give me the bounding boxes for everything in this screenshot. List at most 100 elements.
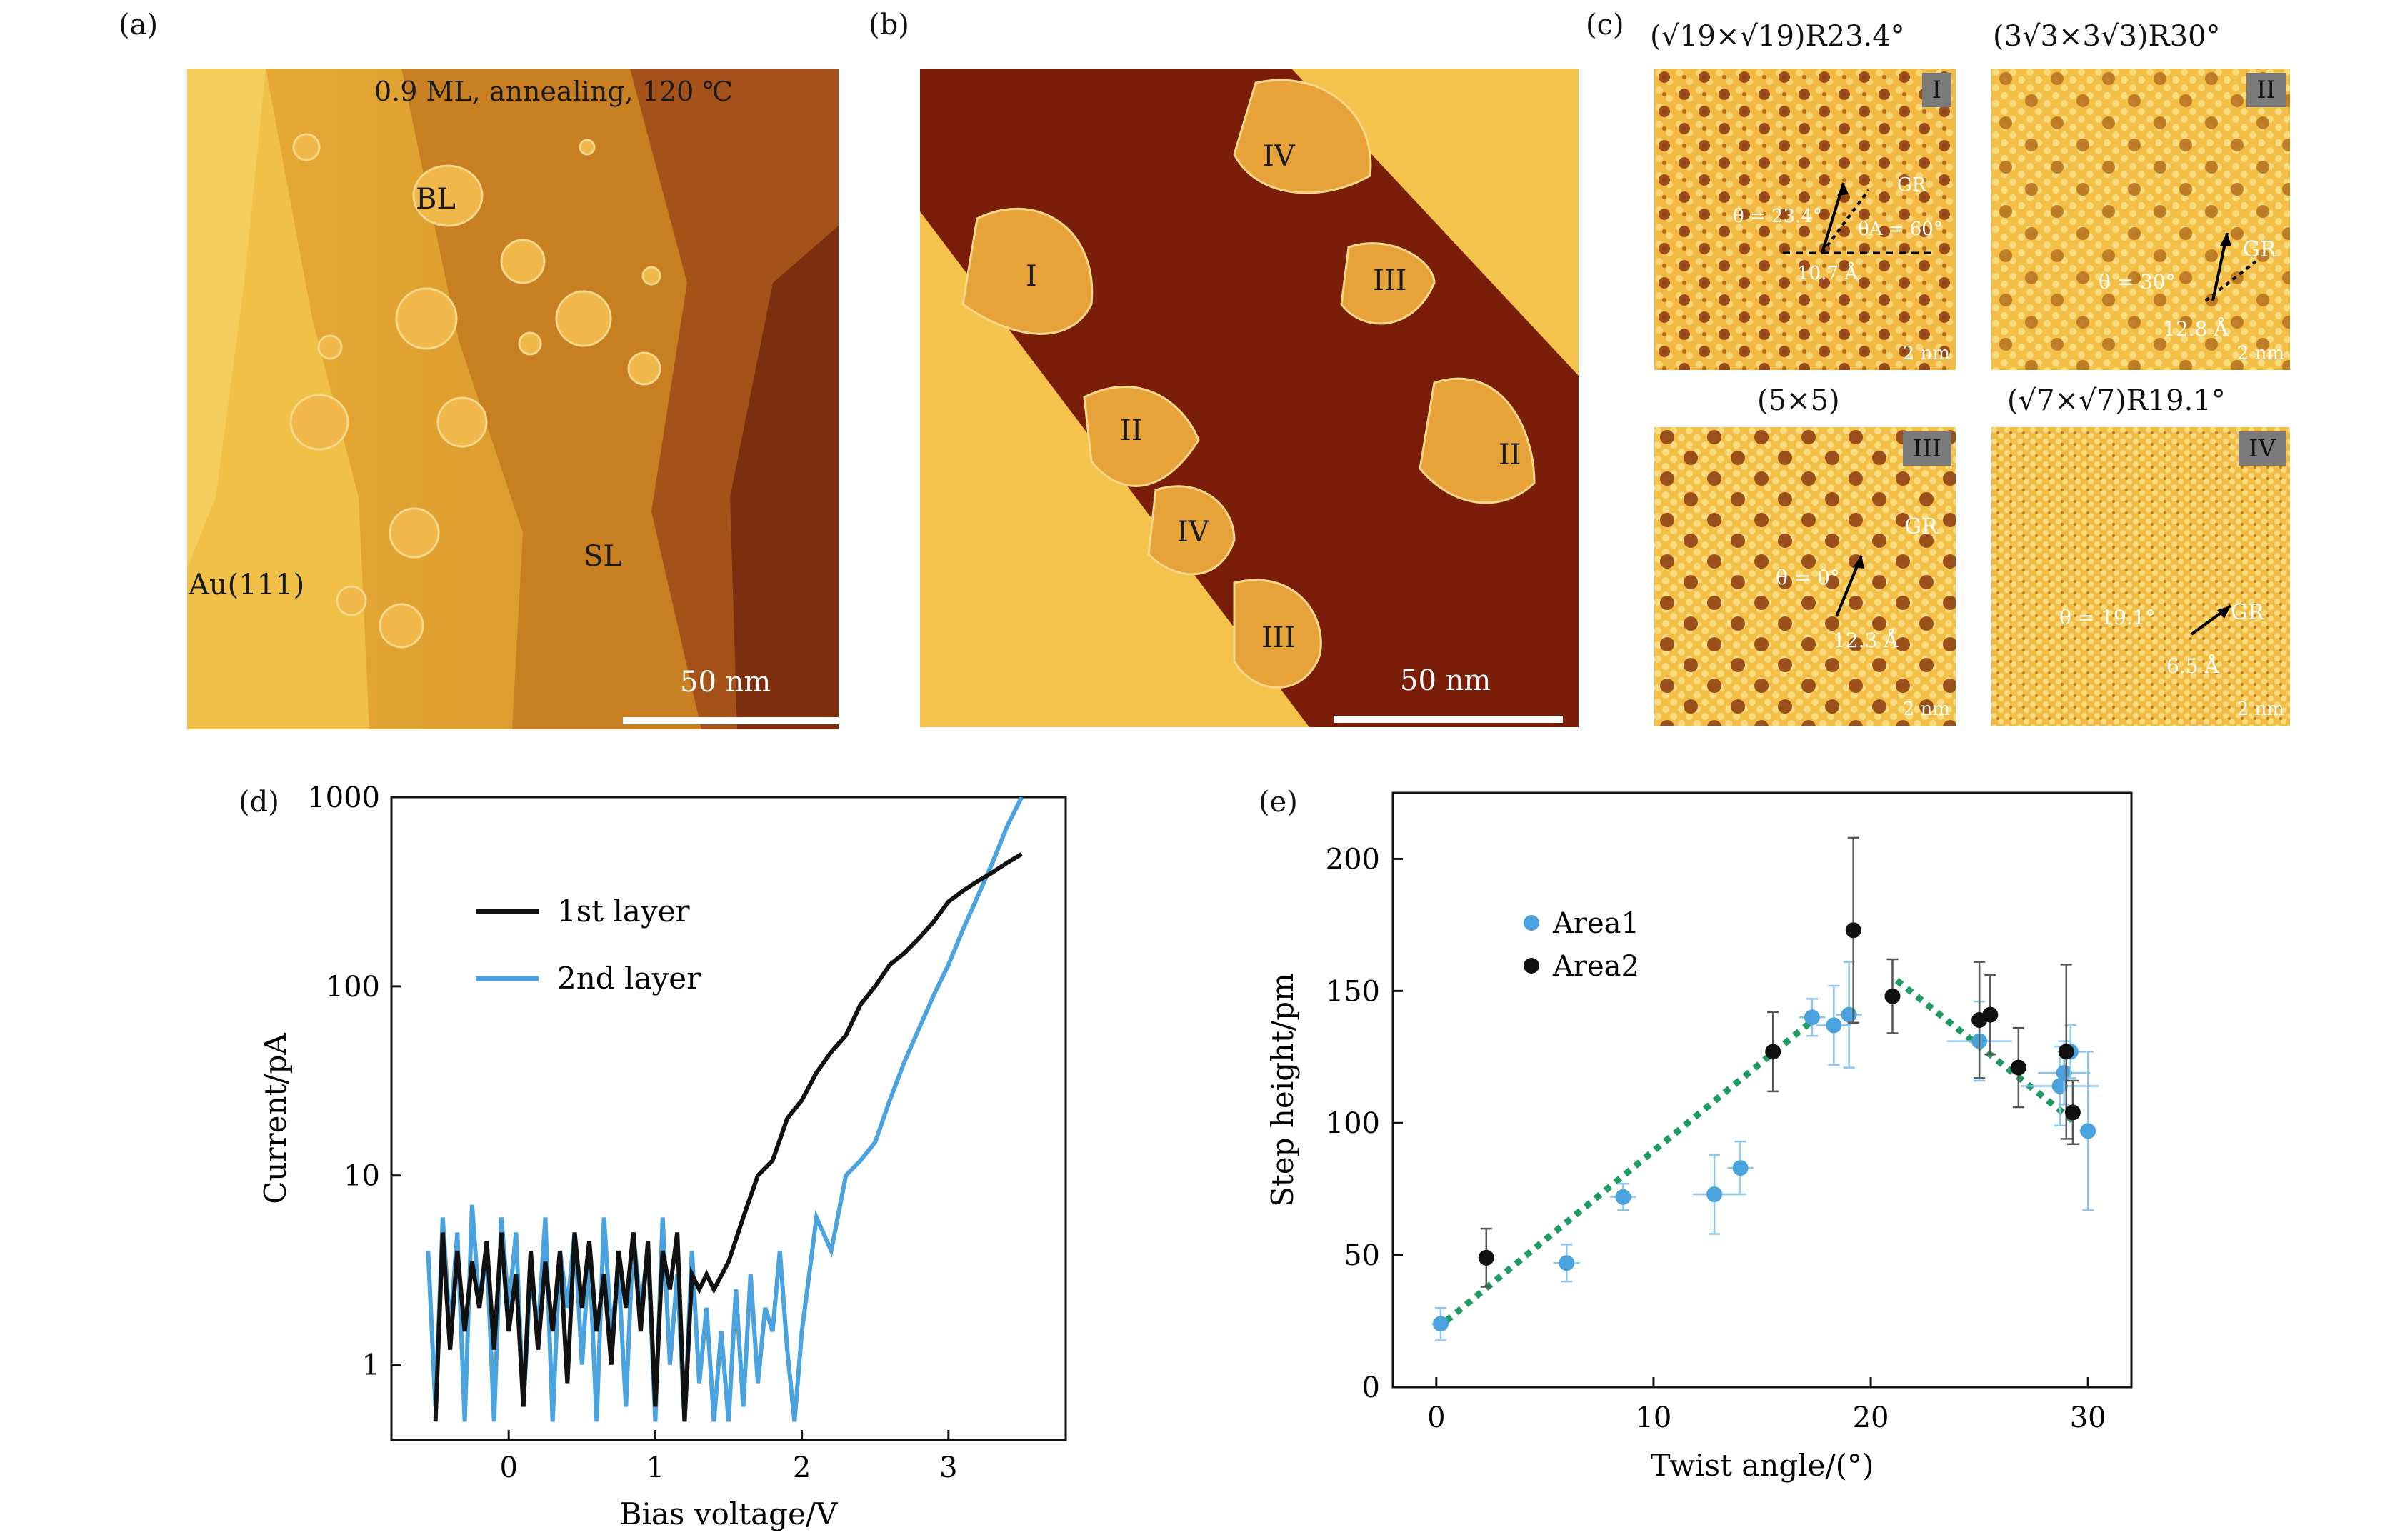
data-point-e-area1 (1732, 1160, 1749, 1176)
data-point-e-area2 (2058, 1044, 2074, 1060)
x-tick-label-e: 30 (2070, 1401, 2106, 1434)
data-point-e-area2 (1478, 1249, 1494, 1266)
tile-1-scale: 2 nm (1902, 343, 1950, 364)
x-axis-label-d: Bias voltage/V (620, 1496, 838, 1531)
y-tick-label-e: 50 (1344, 1239, 1380, 1272)
tile-3-length: 12.3 Å (1833, 629, 1899, 652)
y-tick-label-d: 100 (326, 971, 380, 1004)
stm-b-svg (920, 69, 1579, 727)
panel-label-b: (b) (869, 9, 909, 41)
fit-line-e-0 (1434, 1014, 1819, 1332)
y-tick-label-d: 10 (344, 1160, 380, 1193)
island-label-ii-left: II (1120, 414, 1143, 447)
x-tick-label-e: 0 (1427, 1401, 1445, 1434)
tile-4-length: 6.5 Å (2166, 654, 2219, 678)
tile-1-lattice (1654, 69, 1956, 370)
island-label-iii-bottom: III (1261, 621, 1296, 654)
tile-1-length: 10.7 Å (1797, 263, 1858, 284)
stm-a-svg (187, 69, 839, 729)
data-point-e-area1 (1706, 1186, 1723, 1203)
tile-title-1: (√19×√19)R23.4° (1650, 20, 1905, 53)
y-tick-label-e: 200 (1326, 843, 1380, 876)
tile-tag-3: III (1902, 431, 1951, 466)
legend-label-d-0: 1st layer (557, 894, 691, 929)
tile-title-2: (3√3×3√3)R30° (1993, 20, 2221, 53)
bl-label: BL (416, 183, 456, 216)
y-axis-label-e: Step height/pm (1265, 973, 1300, 1207)
tile-tag-2: II (2246, 73, 2286, 107)
island-label-iv-bottom: IV (1177, 516, 1209, 549)
stm-tile-4: IV θ = 19.1° GR 6.5 Å 2 nm (1991, 427, 2290, 726)
data-point-e-area1 (1432, 1316, 1449, 1332)
tile-4-gr: GR (2231, 600, 2264, 625)
stm-tile-2: II θ = 30° GR 12.8 Å 2 nm (1991, 69, 2290, 370)
island-iii-bottom (1233, 579, 1322, 689)
stm-tile-3: III θ = 0° GR 12.3 Å 2 nm (1654, 427, 1956, 726)
tile-3-gr: GR (1904, 514, 1938, 539)
panel-label-d: (d) (239, 786, 279, 819)
x-tick-label-e: 10 (1635, 1401, 1671, 1434)
tile-4-lattice (1991, 427, 2290, 726)
plot-frame-d (390, 796, 1067, 1441)
data-point-e-area2 (1845, 922, 1861, 939)
data-point-e-area1 (2056, 1064, 2072, 1081)
condition-label: 0.9 ML, annealing, 120 ℃ (374, 76, 733, 107)
legend-label-d-1: 2nd layer (557, 961, 701, 996)
tile-4-theta: θ = 19.1° (2059, 606, 2156, 629)
tile-2-scale: 2 nm (2236, 343, 2284, 364)
tile-3-theta: θ = 0° (1776, 566, 1840, 589)
legend-marker-e-1 (1524, 958, 1539, 974)
data-point-e-area1 (1841, 1006, 1857, 1023)
chart-d-iv-curves: 0 1 2 3 1 10 100 1000 Bias voltage/V Current/pA 1s… (258, 781, 1067, 1531)
tile-1-gr: GR (1897, 174, 1926, 196)
island-ii-right (1419, 377, 1536, 504)
x-tick-label-e: 20 (1853, 1401, 1889, 1434)
data-point-e-area2 (1982, 1006, 1999, 1023)
panel-label-e: (e) (1259, 786, 1298, 819)
tile-tag-4: IV (2239, 431, 2286, 466)
y-axis-label-d: Current/pA (258, 1033, 293, 1204)
tile-2-gr: GR (2243, 237, 2276, 262)
panel-label-c: (c) (1586, 9, 1624, 41)
data-point-e-area1 (1559, 1255, 1575, 1271)
tile-tag-1: I (1921, 73, 1951, 107)
x-tick-label-d: 3 (939, 1451, 957, 1484)
stm-image-a: 0.9 ML, annealing, 120 ℃ BL SL Au(111) 5… (187, 69, 839, 729)
y-tick-label-d: 1 (362, 1349, 380, 1382)
tile-4-scale: 2 nm (2236, 699, 2284, 720)
data-point-e-area2 (1765, 1044, 1781, 1060)
tile-1-theta: θ = 23.4° (1733, 206, 1822, 227)
scale-bar-a (623, 717, 839, 724)
tile-2-lattice (1991, 69, 2290, 370)
island-iii-right (1340, 242, 1436, 325)
y-tick-label-e: 0 (1362, 1371, 1380, 1404)
data-point-e-area2 (2010, 1059, 2026, 1076)
tile-3-lattice (1654, 427, 1956, 726)
sl-label: SL (584, 540, 622, 573)
data-point-e-area2 (2064, 1104, 2081, 1121)
y-tick-label-d: 1000 (307, 781, 380, 814)
data-point-e-area1 (1804, 1009, 1820, 1026)
island-label-ii-right: II (1499, 439, 1521, 471)
x-axis-label-e: Twist angle/(°) (1651, 1448, 1874, 1483)
tile-1-thetaA: θA = 60° (1858, 219, 1943, 240)
scale-text-b: 50 nm (1400, 664, 1491, 697)
tile-2-theta: θ = 30° (2099, 270, 2176, 294)
stm-image-b: I II III IV II IV III 50 nm (920, 69, 1579, 727)
scale-bar-b (1334, 716, 1563, 723)
legend-label-e-0: Area1 (1552, 907, 1639, 940)
y-tick-label-e: 150 (1326, 975, 1380, 1008)
substrate-label: Au(111) (189, 569, 305, 601)
chart-e-step-height: 0 10 20 30 0 50 100 150 200 Twist angle/(°) Step h… (1265, 791, 2133, 1483)
x-tick-label-d: 0 (499, 1451, 517, 1484)
x-tick-label-d: 1 (646, 1451, 664, 1484)
island-iv-bottom (1147, 485, 1236, 576)
legend-marker-e-0 (1524, 915, 1539, 931)
island-iv-top (1233, 79, 1372, 194)
island-label-iii-right: III (1373, 264, 1407, 297)
tile-title-4: (√7×√7)R19.1° (2007, 384, 2226, 417)
plot-frame-e (1391, 791, 2133, 1389)
data-point-e-area1 (2080, 1123, 2096, 1139)
stm-tile-1: I θ = 23.4° θA = 60° GR 10.7 Å 2 nm (1654, 69, 1956, 370)
island-i (961, 207, 1094, 335)
